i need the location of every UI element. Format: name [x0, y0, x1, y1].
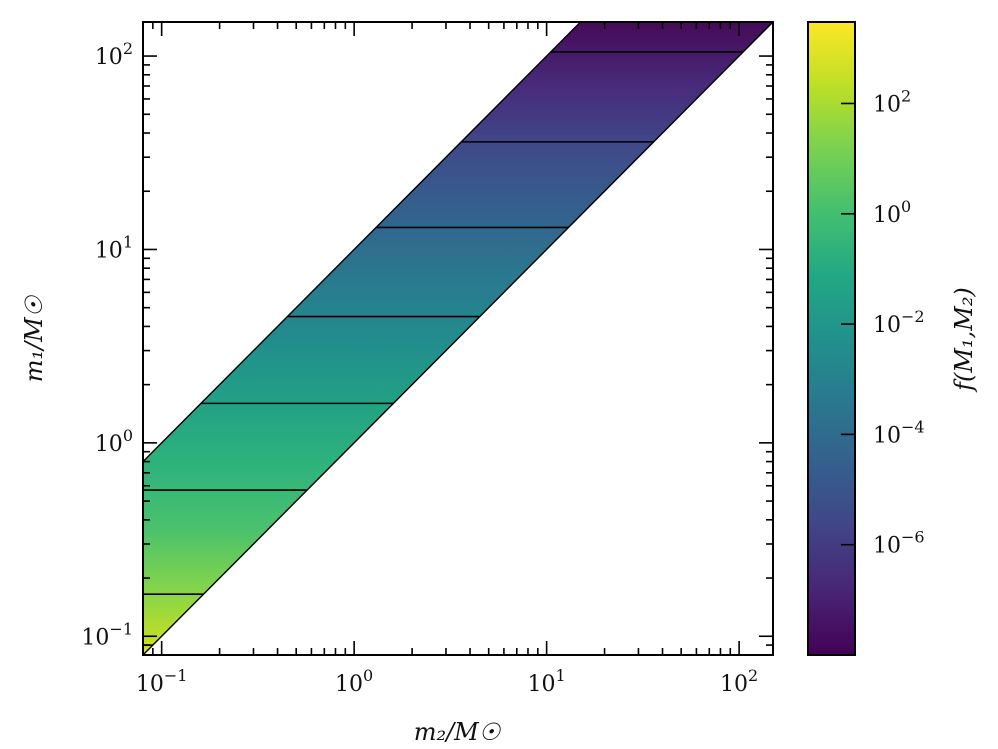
x-axis-tick-labels: 10−1 100 101 102 [136, 666, 758, 697]
colorbar-label: f(M₁,M₂) [950, 287, 978, 393]
heatmap-region [143, 22, 773, 655]
x-tick-label: 101 [528, 666, 566, 697]
colorbar-fill [808, 22, 855, 655]
plot-area [142, 21, 774, 656]
x-axis-label: m₂/M☉ [414, 718, 502, 746]
x-tick-label: 102 [720, 666, 758, 697]
y-axis-tick-labels: 10−1 100 101 102 [81, 39, 133, 650]
y-axis-label: m₁/M☉ [20, 294, 48, 382]
y-tick-label: 100 [95, 426, 133, 457]
colorbar-ticks [841, 102, 855, 546]
y-axis-ticks [143, 55, 773, 656]
x-tick-label: 10−1 [136, 666, 188, 697]
y-tick-label: 102 [95, 39, 133, 70]
colorbar-tick-label: 10−2 [873, 307, 925, 338]
colorbar-tick-label: 100 [873, 197, 911, 228]
colorbar [807, 21, 856, 656]
x-tick-label: 100 [335, 666, 373, 697]
colorbar-frame [807, 21, 856, 656]
y-tick-label: 101 [95, 232, 133, 263]
region-edge-equal-mass [143, 22, 773, 655]
region-edge-mass-ratio [143, 22, 582, 463]
colorbar-tick-label: 10−6 [873, 528, 925, 559]
x-axis-ticks [142, 22, 740, 655]
contour-lines [143, 51, 744, 646]
colorbar-tick-labels: 10−6 10−4 10−2 100 102 [873, 86, 925, 558]
colorbar-tick-label: 10−4 [873, 417, 925, 448]
y-tick-label: 10−1 [81, 619, 133, 650]
plot-frame [142, 21, 774, 656]
colorbar-tick-label: 102 [873, 86, 911, 117]
